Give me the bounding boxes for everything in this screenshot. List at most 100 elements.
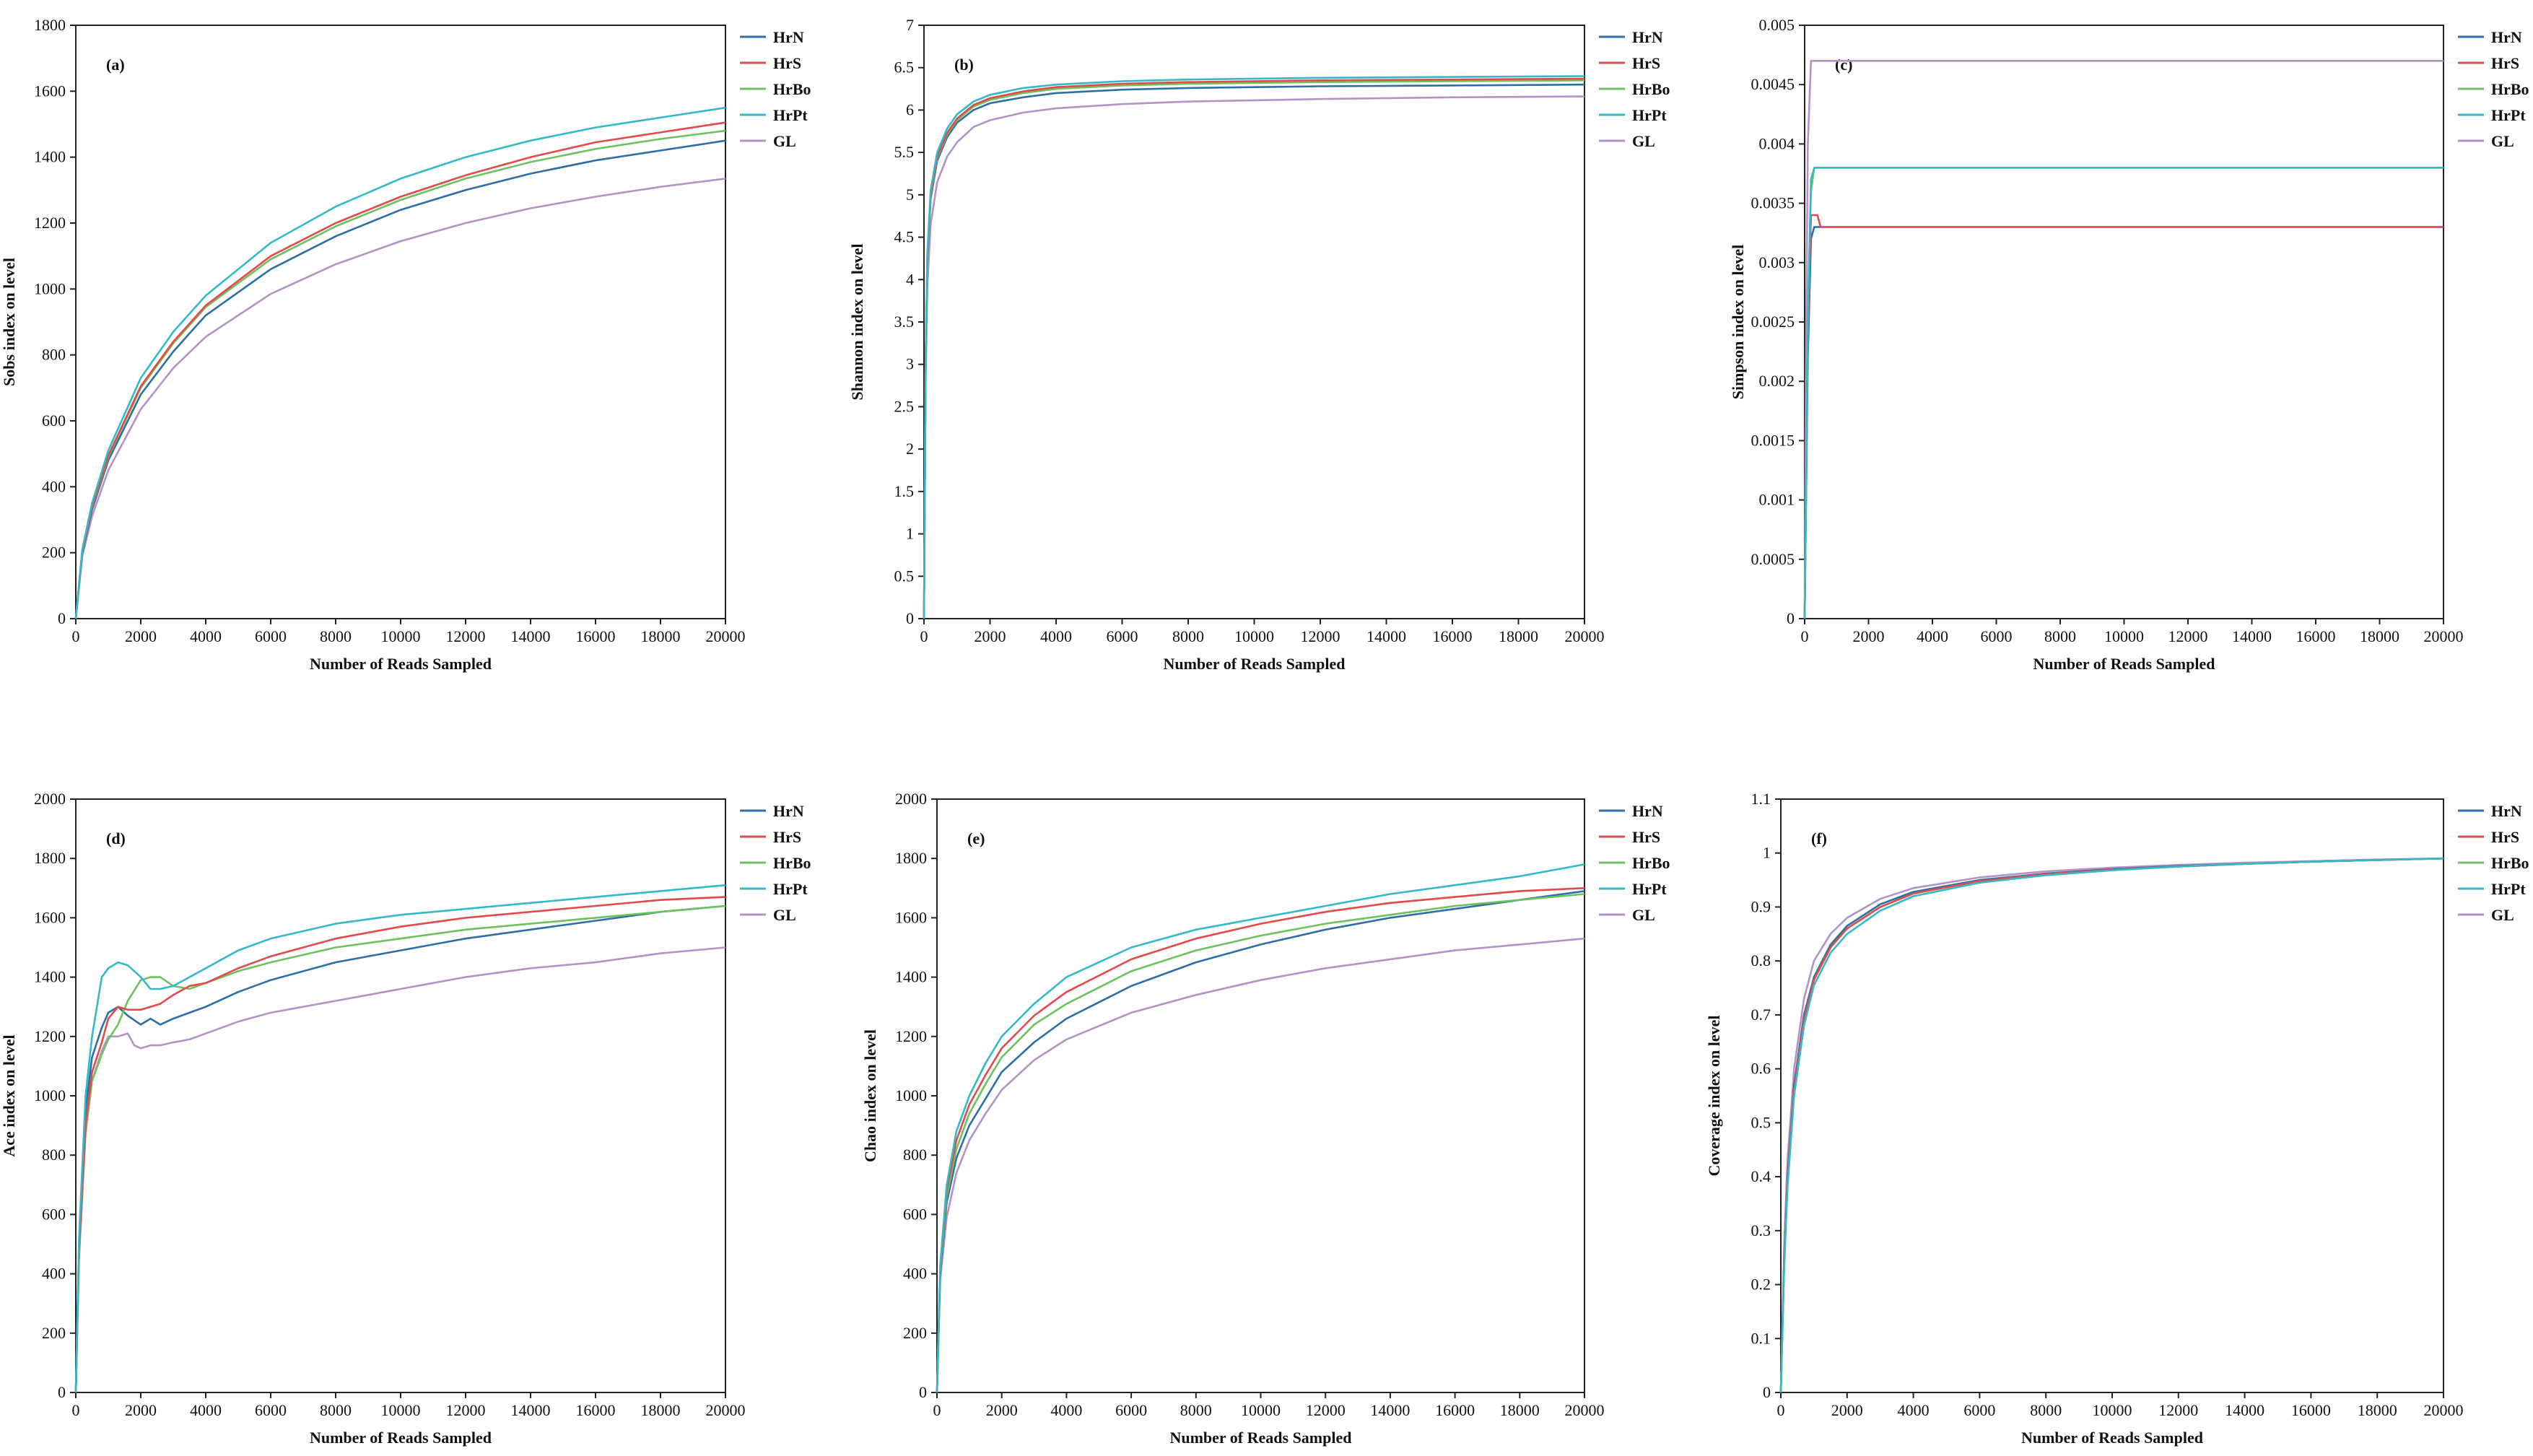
y-tick-label: 0.5	[894, 567, 915, 585]
plot-frame	[1780, 798, 2444, 1393]
legend-label-hrn: HrN	[773, 28, 804, 46]
x-tick-label: 18000	[1499, 627, 1538, 645]
legend-label-hrn: HrN	[1632, 28, 1663, 46]
y-tick-label: 2	[906, 440, 914, 458]
y-tick-label: 1.1	[1751, 790, 1771, 808]
y-tick-label: 1000	[34, 1086, 66, 1104]
x-tick-label: 12000	[1306, 1401, 1346, 1419]
x-tick-label: 4000	[1898, 1401, 1930, 1419]
panel-label: (d)	[106, 829, 126, 847]
legend-label-hrs: HrS	[2491, 54, 2519, 72]
x-tick-label: 6000	[1981, 627, 2013, 645]
y-tick-label: 1800	[34, 16, 66, 34]
series-line-hrs	[1779, 857, 2444, 1393]
x-tick-label: 6000	[1115, 1401, 1147, 1419]
legend-label-gl: GL	[1632, 906, 1655, 924]
x-axis-label: Number of Reads Sampled	[310, 1429, 492, 1447]
x-tick-label: 18000	[1500, 1401, 1540, 1419]
x-tick-label: 12000	[446, 1401, 486, 1419]
legend-label-gl: GL	[1632, 132, 1655, 150]
y-tick-label: 0	[58, 609, 66, 627]
x-tick-label: 18000	[641, 1401, 681, 1419]
x-tick-label: 16000	[2296, 627, 2336, 645]
x-tick-label: 2000	[125, 627, 157, 645]
y-tick-label: 800	[42, 1146, 66, 1164]
y-tick-label: 1	[1763, 844, 1771, 862]
y-tick-label: 4.5	[894, 228, 915, 246]
x-tick-label: 14000	[2232, 627, 2272, 645]
plot-frame	[936, 798, 1585, 1393]
y-axis-label: Sobs index on level	[0, 258, 18, 386]
series-line-hrbo	[1803, 167, 2443, 619]
series-line-hrn	[1803, 226, 2443, 619]
x-tick-label: 14000	[2225, 1401, 2264, 1419]
panel-label: (e)	[967, 829, 985, 847]
series-line-hrbo	[74, 904, 726, 1393]
y-tick-label: 7	[906, 16, 914, 34]
x-tick-label: 16000	[1433, 627, 1473, 645]
y-tick-label: 200	[42, 544, 66, 562]
x-tick-label: 18000	[2358, 1401, 2397, 1419]
panel-a: 0 2000 4000 6000 8000 10000 12000 14000 16000 180…	[0, 16, 811, 673]
panel-c: 0 2000 4000 6000 8000 10000 12000 14000 16000 180…	[1729, 16, 2529, 673]
x-tick-label: 20000	[706, 627, 746, 645]
y-tick-label: 2000	[895, 790, 927, 808]
legend-label-hrpt: HrPt	[2491, 880, 2526, 898]
legend-label-hrbo: HrBo	[2491, 854, 2529, 872]
legend-label-hrpt: HrPt	[2491, 106, 2526, 124]
x-tick-label: 6000	[255, 1401, 287, 1419]
panel-f: 0 2000 4000 6000 8000 10000 12000 14000 16000 180…	[1705, 790, 2529, 1447]
series-line-hrpt	[1803, 167, 2443, 619]
panel-label: (c)	[1835, 56, 1852, 74]
x-tick-label: 2000	[1831, 1401, 1863, 1419]
x-tick-label: 16000	[2291, 1401, 2331, 1419]
series-line-gl	[923, 95, 1585, 619]
y-tick-label: 5.5	[894, 143, 915, 161]
x-tick-label: 12000	[1301, 627, 1340, 645]
x-tick-label: 8000	[320, 1401, 352, 1419]
x-tick-label: 14000	[511, 627, 551, 645]
legend-label-hrpt: HrPt	[773, 106, 808, 124]
x-tick-label: 12000	[446, 627, 486, 645]
y-tick-label: 0.6	[1751, 1060, 1771, 1078]
legend-label-hrs: HrS	[773, 828, 801, 846]
y-tick-label: 0.5	[1751, 1113, 1771, 1131]
x-tick-label: 16000	[1435, 1401, 1475, 1419]
x-axis-label: Number of Reads Sampled	[310, 655, 492, 673]
x-tick-label: 20000	[1565, 1401, 1605, 1419]
legend-label-hrs: HrS	[1632, 54, 1660, 72]
plot-frame	[75, 798, 726, 1393]
y-tick-label: 1400	[895, 968, 927, 986]
y-tick-label: 600	[42, 411, 66, 430]
y-tick-label: 5	[906, 186, 914, 204]
x-tick-label: 8000	[1180, 1401, 1212, 1419]
x-tick-label: 20000	[2424, 627, 2464, 645]
y-axis-label: Coverage index on level	[1705, 1015, 1723, 1176]
panel-d: 0 2000 4000 6000 8000 10000 12000 14000 16000 180…	[0, 790, 811, 1447]
y-tick-label: 1.5	[894, 482, 915, 500]
series-line-hrs	[923, 77, 1585, 619]
x-tick-label: 10000	[2093, 1401, 2132, 1419]
legend-label-hrn: HrN	[2491, 28, 2522, 46]
series-line-hrn	[74, 904, 726, 1393]
y-tick-label: 400	[42, 1265, 66, 1283]
series-line-hrs	[1803, 214, 2443, 619]
legend-label-hrn: HrN	[1632, 802, 1663, 820]
legend-label-gl: GL	[2491, 132, 2514, 150]
y-tick-label: 1200	[34, 214, 66, 232]
x-tick-label: 8000	[320, 627, 352, 645]
x-tick-label: 8000	[2044, 627, 2076, 645]
legend-label-hrn: HrN	[773, 802, 804, 820]
y-tick-label: 4	[906, 270, 914, 288]
legend-label-hrbo: HrBo	[1632, 80, 1670, 98]
plot-frame	[923, 25, 1585, 619]
y-tick-label: 0	[919, 1383, 927, 1401]
y-tick-label: 200	[42, 1324, 66, 1342]
y-tick-label: 1000	[34, 279, 66, 297]
x-tick-label: 16000	[576, 627, 616, 645]
y-tick-label: 600	[903, 1205, 927, 1223]
y-tick-label: 2.5	[894, 397, 915, 415]
x-axis-label: Number of Reads Sampled	[1169, 1429, 1351, 1447]
y-tick-label: 0.0045	[1751, 75, 1795, 93]
